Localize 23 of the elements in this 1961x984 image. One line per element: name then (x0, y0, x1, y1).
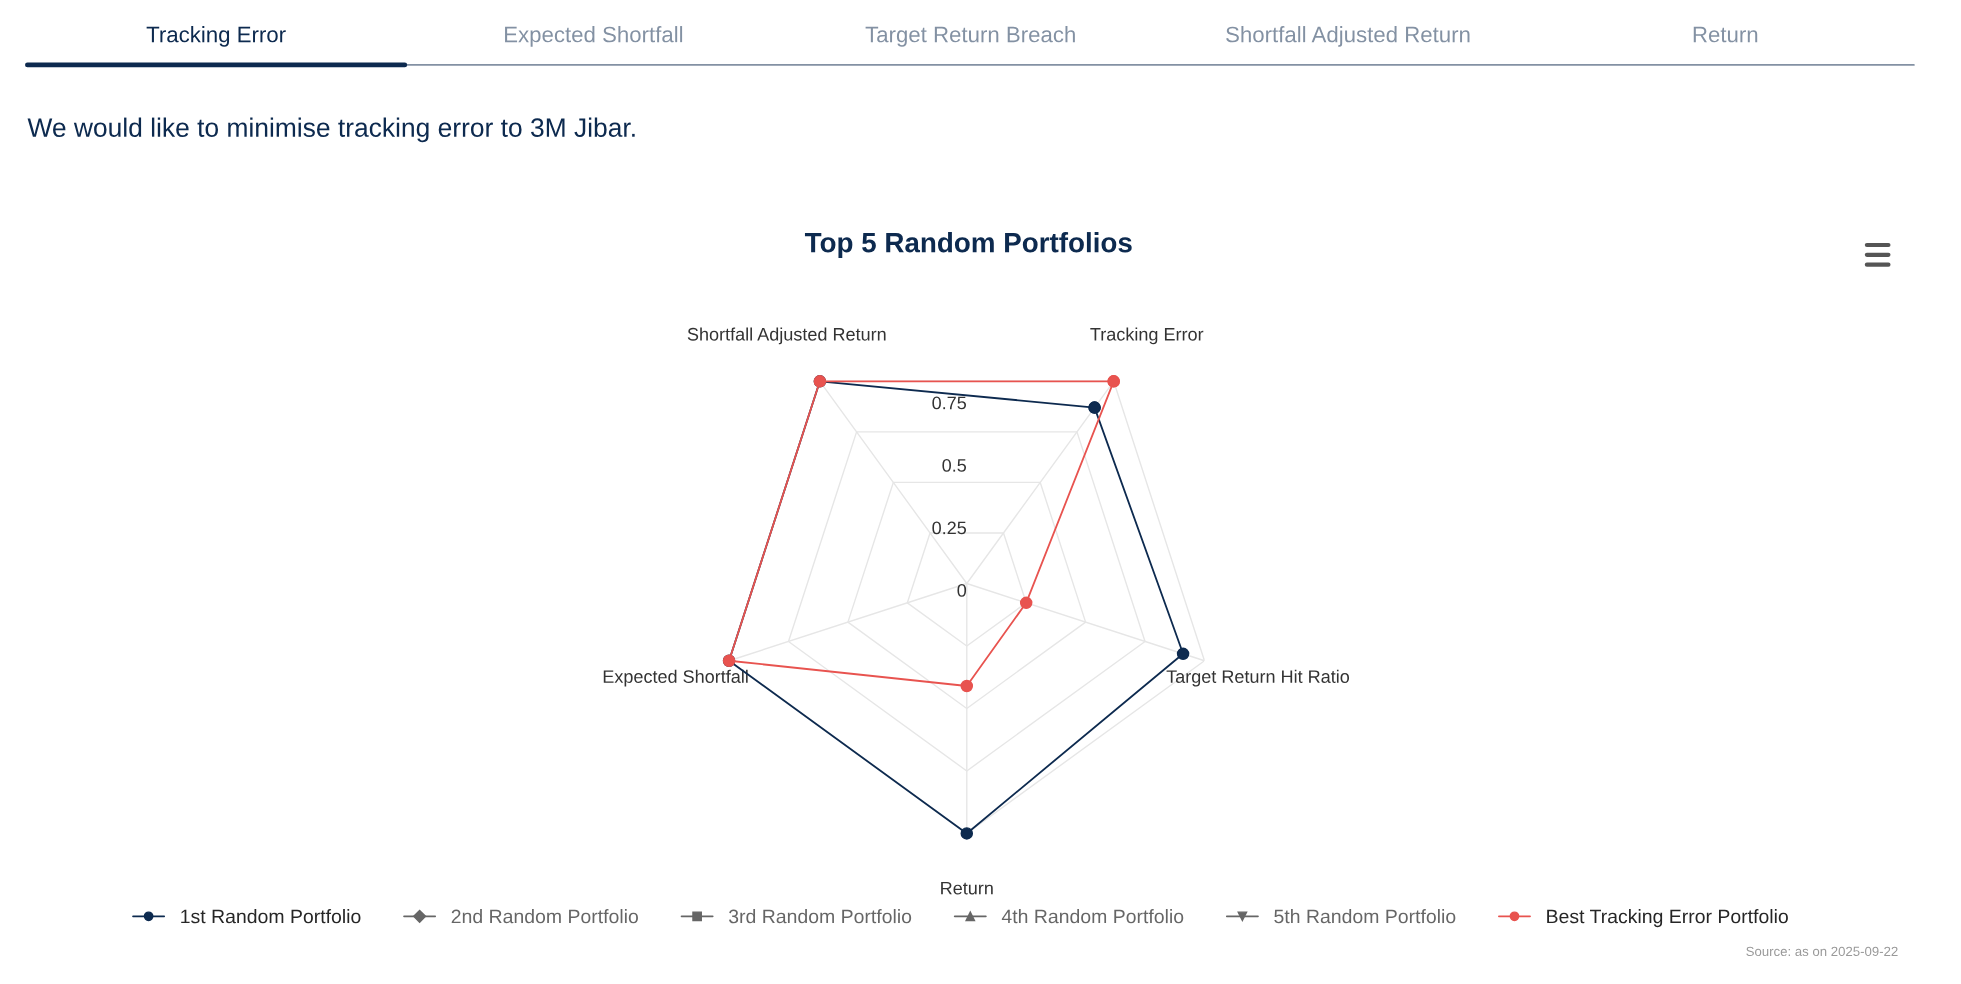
y-tick-label: 0.75 (932, 396, 967, 410)
text: 4th Random Portfolio (1001, 909, 1184, 924)
text: Tracking Error (146, 26, 286, 47)
text: 5th Random Portfolio (1274, 909, 1456, 924)
spoke-label: Target Return Hit Ratio (1166, 669, 1350, 687)
text: Shortfall Adjusted Return (1226, 26, 1470, 47)
spoke-label: Shortfall Adjusted Return (687, 327, 886, 345)
text: 2nd Random Portfolio (451, 909, 638, 924)
spoke-label: Expected Shortfall (603, 669, 748, 687)
source-note: Source: as on 2025-09-22 (1746, 946, 1898, 957)
text: Expected Shortfall (505, 26, 683, 47)
y-tick-label: 0 (957, 583, 967, 597)
chart-subtitle: We would like to minimise tracking error to 3M Jibar. (27, 117, 635, 143)
y-tick-label: 0.25 (932, 521, 967, 535)
y-tick-label: 0.5 (942, 459, 967, 472)
text: 3rd Random Portfolio (728, 909, 912, 924)
legend-label: 1st Random Portfolio (181, 909, 361, 924)
spoke-label: Tracking Error (1090, 327, 1204, 345)
chart-title: Top 5 Random Portfolios (804, 232, 1132, 258)
text: Return (1693, 26, 1758, 43)
text: Target Return Breach (865, 26, 1075, 47)
legend-label: Best Tracking Error Portfolio (1547, 909, 1788, 928)
spoke-label: Return (941, 881, 993, 895)
